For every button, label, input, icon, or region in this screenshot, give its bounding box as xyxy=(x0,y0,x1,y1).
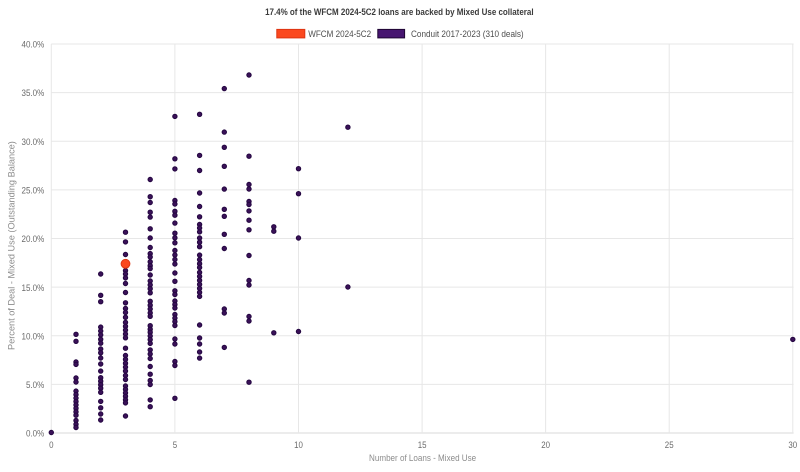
svg-text:WFCM 2024-5C2: WFCM 2024-5C2 xyxy=(308,29,371,40)
svg-text:35.0%: 35.0% xyxy=(22,88,45,99)
svg-text:0.0%: 0.0% xyxy=(26,428,45,439)
svg-text:10.0%: 10.0% xyxy=(22,331,45,342)
svg-text:40.0%: 40.0% xyxy=(22,39,45,50)
svg-text:30: 30 xyxy=(788,440,797,451)
svg-text:30.0%: 30.0% xyxy=(22,136,45,147)
svg-text:Number of Loans - Mixed Use: Number of Loans - Mixed Use xyxy=(369,452,476,463)
svg-text:0: 0 xyxy=(49,440,54,451)
svg-text:15: 15 xyxy=(418,440,427,451)
svg-text:25: 25 xyxy=(665,440,674,451)
svg-text:20: 20 xyxy=(541,440,550,451)
svg-text:10: 10 xyxy=(294,440,303,451)
svg-text:5: 5 xyxy=(173,440,178,451)
svg-text:Percent of Deal - Mixed Use (O: Percent of Deal - Mixed Use (Outstanding… xyxy=(7,141,17,350)
svg-text:25.0%: 25.0% xyxy=(22,185,45,196)
svg-text:17.4% of the WFCM 2024-5C2 loa: 17.4% of the WFCM 2024-5C2 loans are bac… xyxy=(265,7,533,18)
svg-text:15.0%: 15.0% xyxy=(22,282,45,293)
svg-text:5.0%: 5.0% xyxy=(26,379,45,390)
svg-text:20.0%: 20.0% xyxy=(22,234,45,245)
svg-text:Conduit 2017-2023 (310 deals): Conduit 2017-2023 (310 deals) xyxy=(411,29,524,40)
